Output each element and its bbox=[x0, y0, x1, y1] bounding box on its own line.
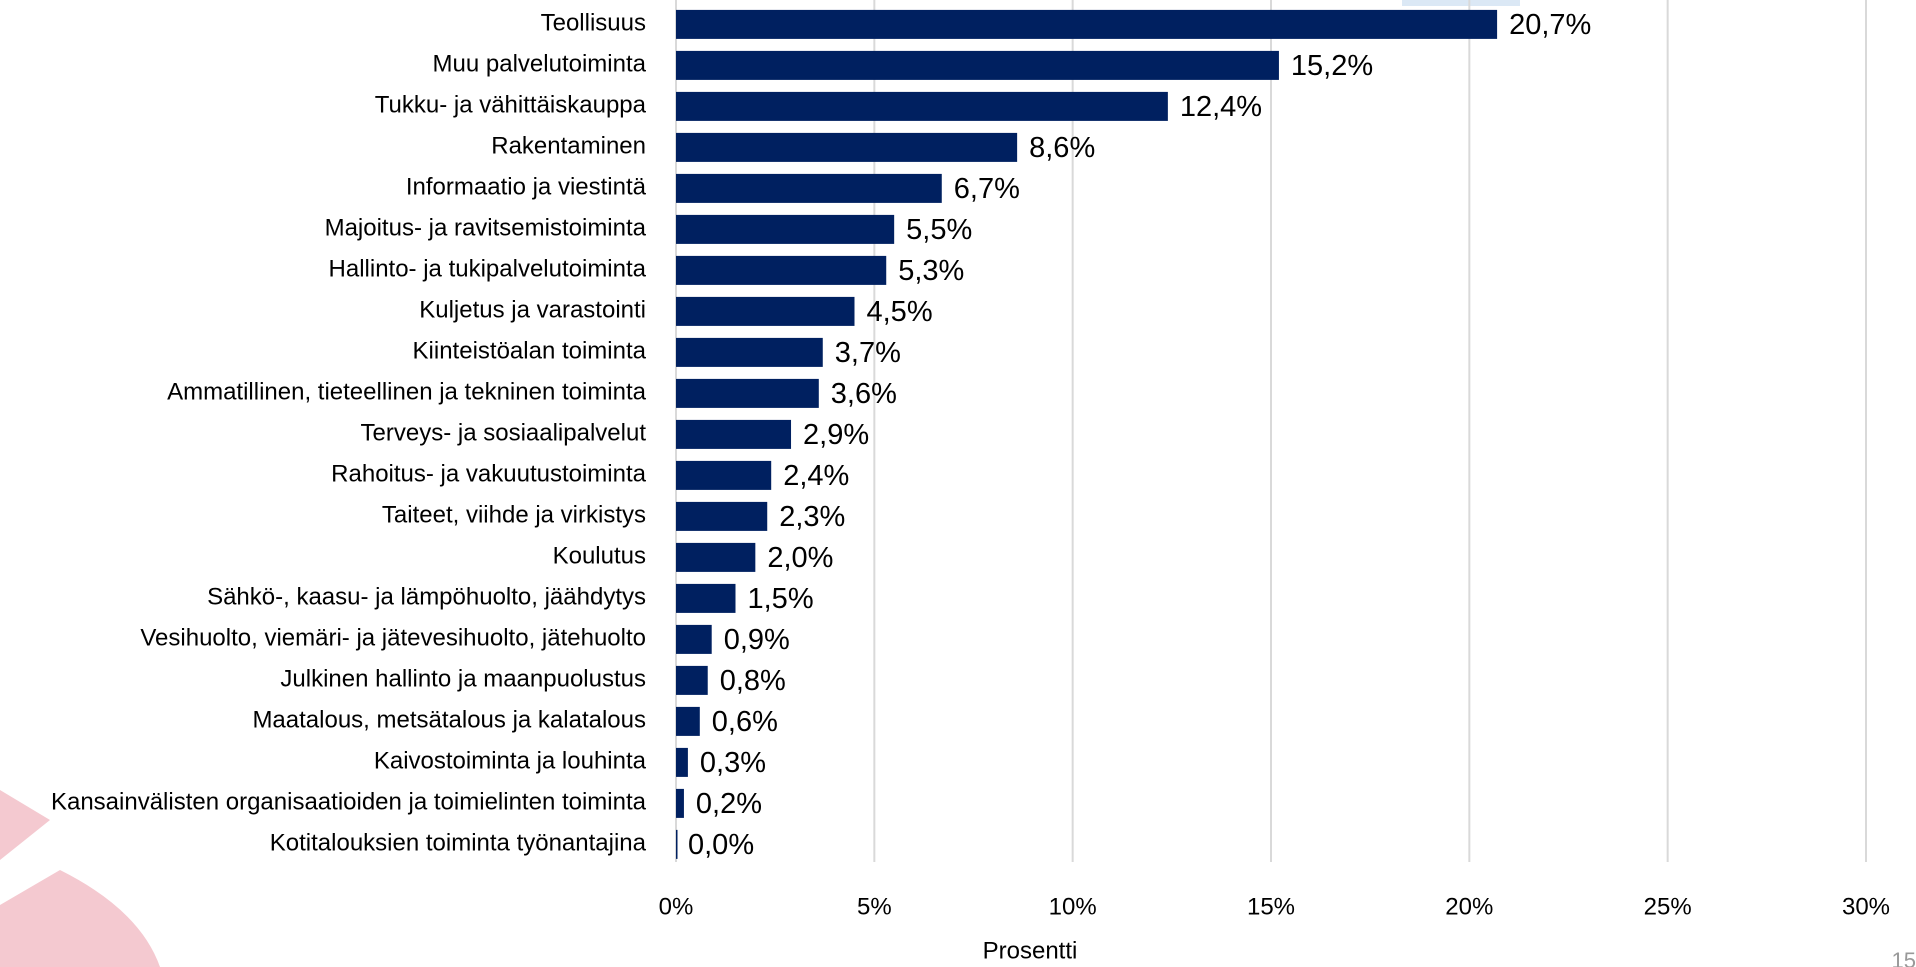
data-label: 3,6% bbox=[831, 378, 897, 410]
y-tick-label: Rakentaminen bbox=[491, 133, 646, 160]
data-label: 2,9% bbox=[803, 419, 869, 451]
data-label: 8,6% bbox=[1029, 132, 1095, 164]
bar bbox=[676, 9, 1498, 39]
y-tick-label: Teollisuus bbox=[541, 10, 646, 37]
x-tick-label: 10% bbox=[1049, 893, 1097, 920]
data-label: 4,5% bbox=[867, 296, 933, 328]
y-tick-label: Kotitalouksien toiminta työnantajina bbox=[270, 830, 647, 857]
y-tick-label: Julkinen hallinto ja maanpuolustus bbox=[280, 666, 646, 693]
y-tick-label: Kiinteistöalan toiminta bbox=[413, 338, 647, 365]
data-label: 15,2% bbox=[1291, 50, 1373, 82]
y-tick-label: Informaatio ja viestintä bbox=[406, 174, 647, 201]
y-tick-label: Ammatillinen, tieteellinen ja tekninen t… bbox=[167, 379, 647, 406]
bar bbox=[676, 337, 823, 367]
decor bbox=[0, 870, 160, 967]
bar bbox=[676, 624, 712, 654]
data-label: 0,9% bbox=[724, 624, 790, 656]
bar bbox=[676, 501, 768, 531]
bar bbox=[676, 91, 1168, 121]
y-tick-label: Majoitus- ja ravitsemistoiminta bbox=[325, 215, 647, 242]
bar bbox=[676, 542, 756, 572]
x-tick-label: 20% bbox=[1445, 893, 1493, 920]
bar bbox=[676, 378, 819, 408]
data-label: 2,0% bbox=[767, 542, 833, 574]
y-tick-label: Taiteet, viihde ja virkistys bbox=[382, 502, 646, 529]
x-tick-label: 25% bbox=[1644, 893, 1692, 920]
data-label: 20,7% bbox=[1509, 9, 1591, 41]
bar bbox=[676, 747, 688, 777]
bar bbox=[676, 583, 736, 613]
data-label: 6,7% bbox=[954, 173, 1020, 205]
y-tick-label: Kaivostoiminta ja louhinta bbox=[374, 748, 647, 775]
bar bbox=[676, 50, 1279, 80]
data-label: 5,3% bbox=[898, 255, 964, 287]
x-tick-label: 5% bbox=[857, 893, 892, 920]
bar bbox=[676, 132, 1018, 162]
y-tick-label: Muu palvelutoiminta bbox=[433, 51, 647, 78]
bar bbox=[676, 419, 792, 449]
y-tick-label: Kansainvälisten organisaatioiden ja toim… bbox=[51, 789, 647, 816]
y-tick-label: Sähkö-, kaasu- ja lämpöhuolto, jäähdytys bbox=[207, 584, 646, 611]
y-tick-label: Hallinto- ja tukipalvelutoiminta bbox=[329, 256, 647, 283]
bar bbox=[676, 788, 684, 818]
bar bbox=[676, 665, 708, 695]
data-label: 2,4% bbox=[783, 460, 849, 492]
x-tick-label: 0% bbox=[659, 893, 694, 920]
bar bbox=[676, 173, 942, 203]
y-tick-label: Kuljetus ja varastointi bbox=[419, 297, 646, 324]
bar bbox=[676, 255, 887, 285]
y-tick-label: Tukku- ja vähittäiskauppa bbox=[375, 92, 647, 119]
bar bbox=[676, 460, 772, 490]
x-tick-label: 30% bbox=[1842, 893, 1890, 920]
y-tick-label: Vesihuolto, viemäri- ja jätevesihuolto, … bbox=[140, 625, 646, 652]
y-tick-label: Terveys- ja sosiaalipalvelut bbox=[361, 420, 647, 447]
bar bbox=[676, 214, 895, 244]
data-label: 0,2% bbox=[696, 788, 762, 820]
data-label: 0,6% bbox=[712, 706, 778, 738]
bar bbox=[676, 296, 855, 326]
x-axis-title: Prosentti bbox=[983, 937, 1078, 964]
x-tick-label: 15% bbox=[1247, 893, 1295, 920]
data-label: 2,3% bbox=[779, 501, 845, 533]
bar bbox=[676, 706, 700, 736]
y-tick-label: Rahoitus- ja vakuutustoiminta bbox=[331, 461, 646, 488]
data-label: 0,8% bbox=[720, 665, 786, 697]
data-label: 0,3% bbox=[700, 747, 766, 779]
data-label: 0,0% bbox=[688, 829, 754, 861]
data-label: 5,5% bbox=[906, 214, 972, 246]
y-tick-label: Koulutus bbox=[553, 543, 646, 570]
decor bbox=[0, 790, 50, 860]
bar bbox=[676, 829, 678, 859]
data-label: 3,7% bbox=[835, 337, 901, 369]
data-label: 1,5% bbox=[748, 583, 814, 615]
data-label: 12,4% bbox=[1180, 91, 1262, 123]
page-number: 15 bbox=[1892, 948, 1916, 967]
decor bbox=[1402, 0, 1520, 6]
y-tick-label: Maatalous, metsätalous ja kalatalous bbox=[252, 707, 646, 734]
